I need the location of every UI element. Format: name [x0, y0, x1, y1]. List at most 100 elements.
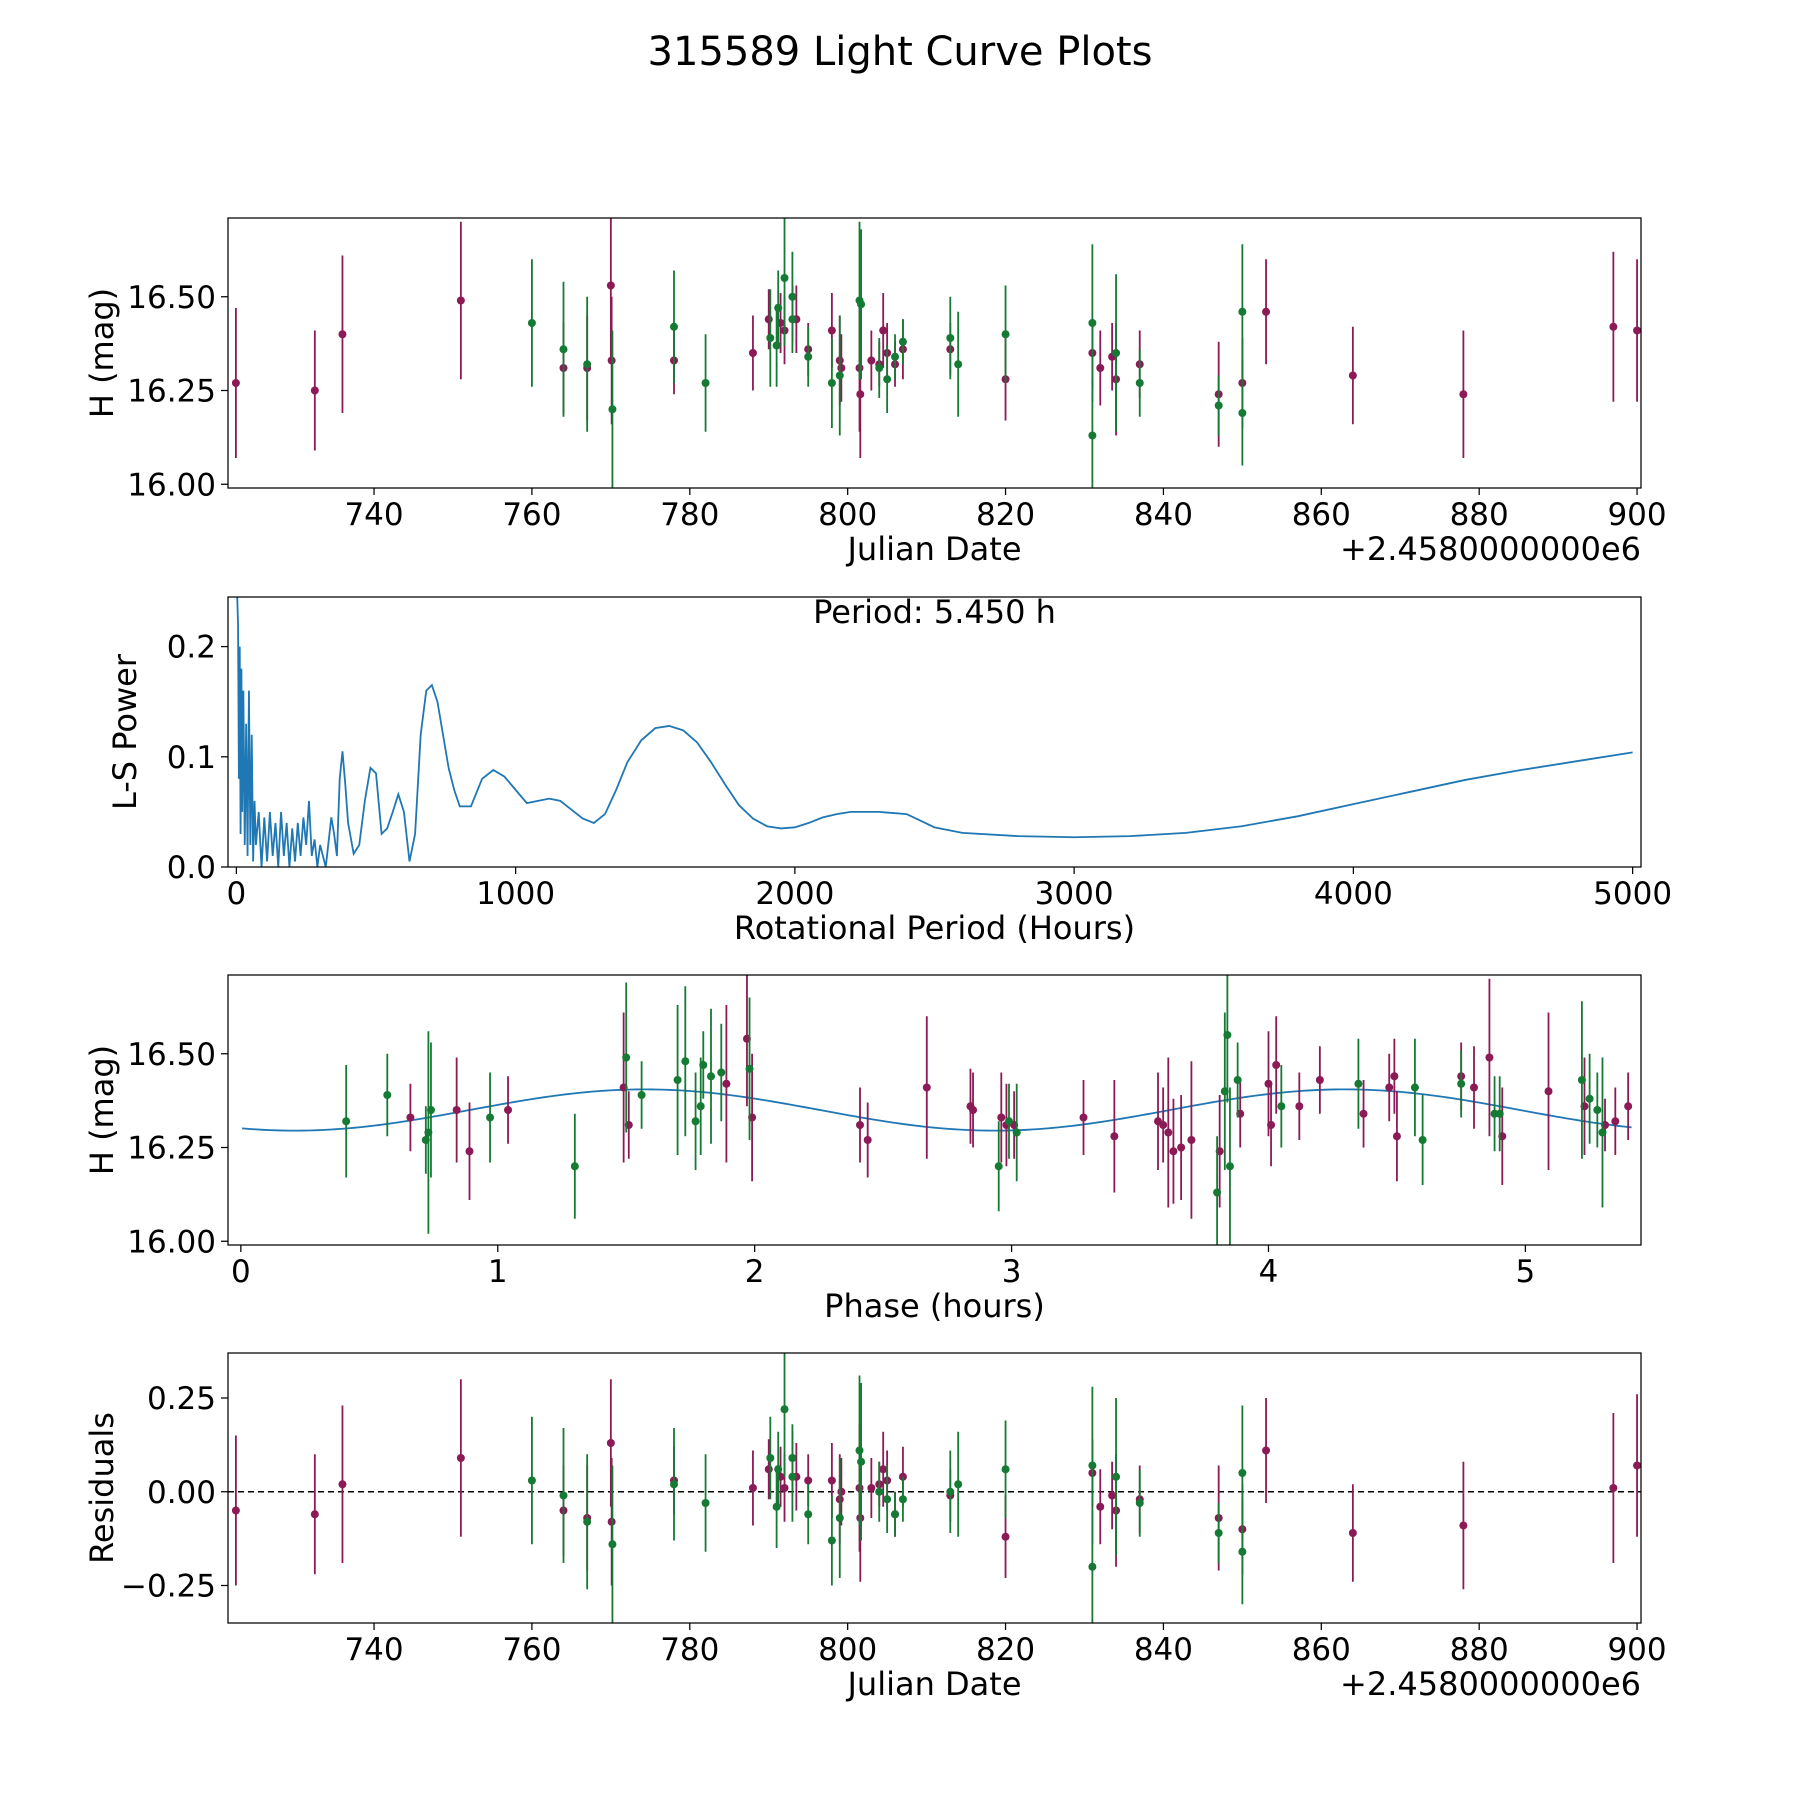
- data-point: [1633, 1461, 1641, 1470]
- data-point: [745, 1064, 754, 1073]
- data-point: [527, 319, 536, 327]
- y-tick-label: 16.25: [127, 374, 216, 410]
- series-filter-b: [527, 218, 1247, 488]
- y-tick-label: 16.50: [127, 1037, 216, 1073]
- data-point: [559, 1491, 568, 1500]
- data-point: [954, 360, 963, 369]
- x-tick-label: 880: [1450, 1632, 1509, 1668]
- y-tick-label: 16.25: [127, 1131, 216, 1167]
- data-point: [1169, 1147, 1178, 1156]
- data-point: [857, 300, 866, 309]
- data-point: [1108, 1491, 1117, 1500]
- data-point: [717, 1068, 726, 1077]
- data-point: [1238, 409, 1247, 417]
- data-point: [606, 281, 615, 290]
- axes-frame: [227, 217, 1642, 489]
- data-point: [875, 364, 884, 372]
- data-point: [1214, 1529, 1223, 1537]
- data-point: [1096, 1502, 1105, 1511]
- data-point: [1110, 1132, 1119, 1141]
- data-point: [1577, 1076, 1586, 1084]
- data-point: [804, 352, 813, 361]
- data-point: [857, 1457, 866, 1466]
- data-point: [1238, 307, 1247, 316]
- data-point: [1392, 1132, 1401, 1141]
- data-point: [338, 1480, 347, 1489]
- data-point: [867, 1484, 876, 1492]
- data-point: [1459, 390, 1468, 399]
- x-tick-label: 3: [1002, 1254, 1022, 1290]
- data-point: [772, 1502, 781, 1511]
- data-point: [1624, 1102, 1633, 1111]
- data-point: [891, 352, 900, 361]
- data-point: [1177, 1143, 1186, 1152]
- figure-title: 315589 Light Curve Plots: [648, 29, 1153, 75]
- data-point: [1354, 1079, 1363, 1088]
- y-tick-label: 0.00: [147, 1475, 216, 1511]
- data-point: [342, 1117, 351, 1126]
- data-point: [1088, 1562, 1097, 1571]
- x-tick-label: 2: [745, 1254, 765, 1290]
- y-tick-label: −0.25: [121, 1569, 216, 1605]
- data-point: [231, 379, 240, 387]
- data-point: [883, 1495, 892, 1504]
- data-point: [1233, 1076, 1242, 1084]
- panel-phased: 0 1 2 3 4 5 16.00 16.25 16.50 Phase (hours) H (mag…: [83, 974, 1642, 1325]
- data-point: [701, 379, 710, 387]
- data-point: [774, 304, 783, 312]
- data-point: [691, 1117, 700, 1126]
- data-point: [1262, 307, 1271, 316]
- data-point: [1459, 1521, 1468, 1530]
- data-point: [863, 1136, 872, 1144]
- y-axis-label: L-S Power: [106, 653, 144, 810]
- x-tick-label: 4: [1259, 1254, 1279, 1290]
- data-point: [1135, 1499, 1144, 1507]
- data-point: [827, 1476, 836, 1485]
- data-point: [456, 1454, 465, 1462]
- data-point: [696, 1102, 705, 1111]
- data-point: [1470, 1083, 1479, 1092]
- series-filter-a: [231, 218, 1641, 458]
- x-tick-label: 3000: [1035, 876, 1114, 912]
- data-point: [1164, 1128, 1173, 1137]
- data-point: [1315, 1076, 1324, 1084]
- y-tick-label: 16.00: [127, 1224, 216, 1260]
- data-point: [946, 1487, 955, 1496]
- x-tick-label: 5: [1516, 1254, 1536, 1290]
- y-axis-label: H (mag): [83, 1045, 121, 1175]
- data-point: [1598, 1128, 1607, 1137]
- data-point: [837, 364, 846, 372]
- data-point: [898, 337, 907, 346]
- axes-frame: [227, 1352, 1642, 1624]
- y-tick-label: 0.1: [167, 740, 216, 776]
- data-point: [1277, 1102, 1286, 1111]
- data-point: [1238, 1469, 1247, 1477]
- data-point: [452, 1106, 461, 1114]
- x-offset-label: +2.4580000000e6: [1340, 1665, 1641, 1703]
- x-tick-label: 900: [1607, 497, 1666, 533]
- data-point: [231, 1506, 240, 1515]
- series-filter-b: [527, 1353, 1247, 1623]
- data-point: [946, 334, 955, 342]
- x-tick-label: 820: [976, 497, 1035, 533]
- x-tick-label: 760: [502, 497, 561, 533]
- x-tick-label: 0: [227, 876, 247, 912]
- x-offset-label: +2.4580000000e6: [1340, 530, 1641, 568]
- data-point: [1159, 1121, 1168, 1129]
- panel-lightcurve: 740 760 780 800 820 840 860 880 900 16.00 16.25 16.…: [83, 217, 1667, 568]
- axes-frame: [227, 596, 1642, 868]
- data-point: [608, 1540, 617, 1549]
- x-tick-label: 840: [1134, 1632, 1193, 1668]
- y-tick-label: 16.50: [127, 280, 216, 316]
- data-point: [837, 1487, 846, 1496]
- plot-area: [236, 597, 1633, 867]
- data-point: [1187, 1136, 1196, 1144]
- x-tick-label: 780: [660, 1632, 719, 1668]
- data-point: [1088, 1461, 1097, 1470]
- data-point: [994, 1162, 1003, 1171]
- data-point: [1225, 1162, 1234, 1171]
- data-point: [1295, 1102, 1304, 1111]
- data-point: [426, 1106, 435, 1114]
- data-point: [764, 1465, 773, 1474]
